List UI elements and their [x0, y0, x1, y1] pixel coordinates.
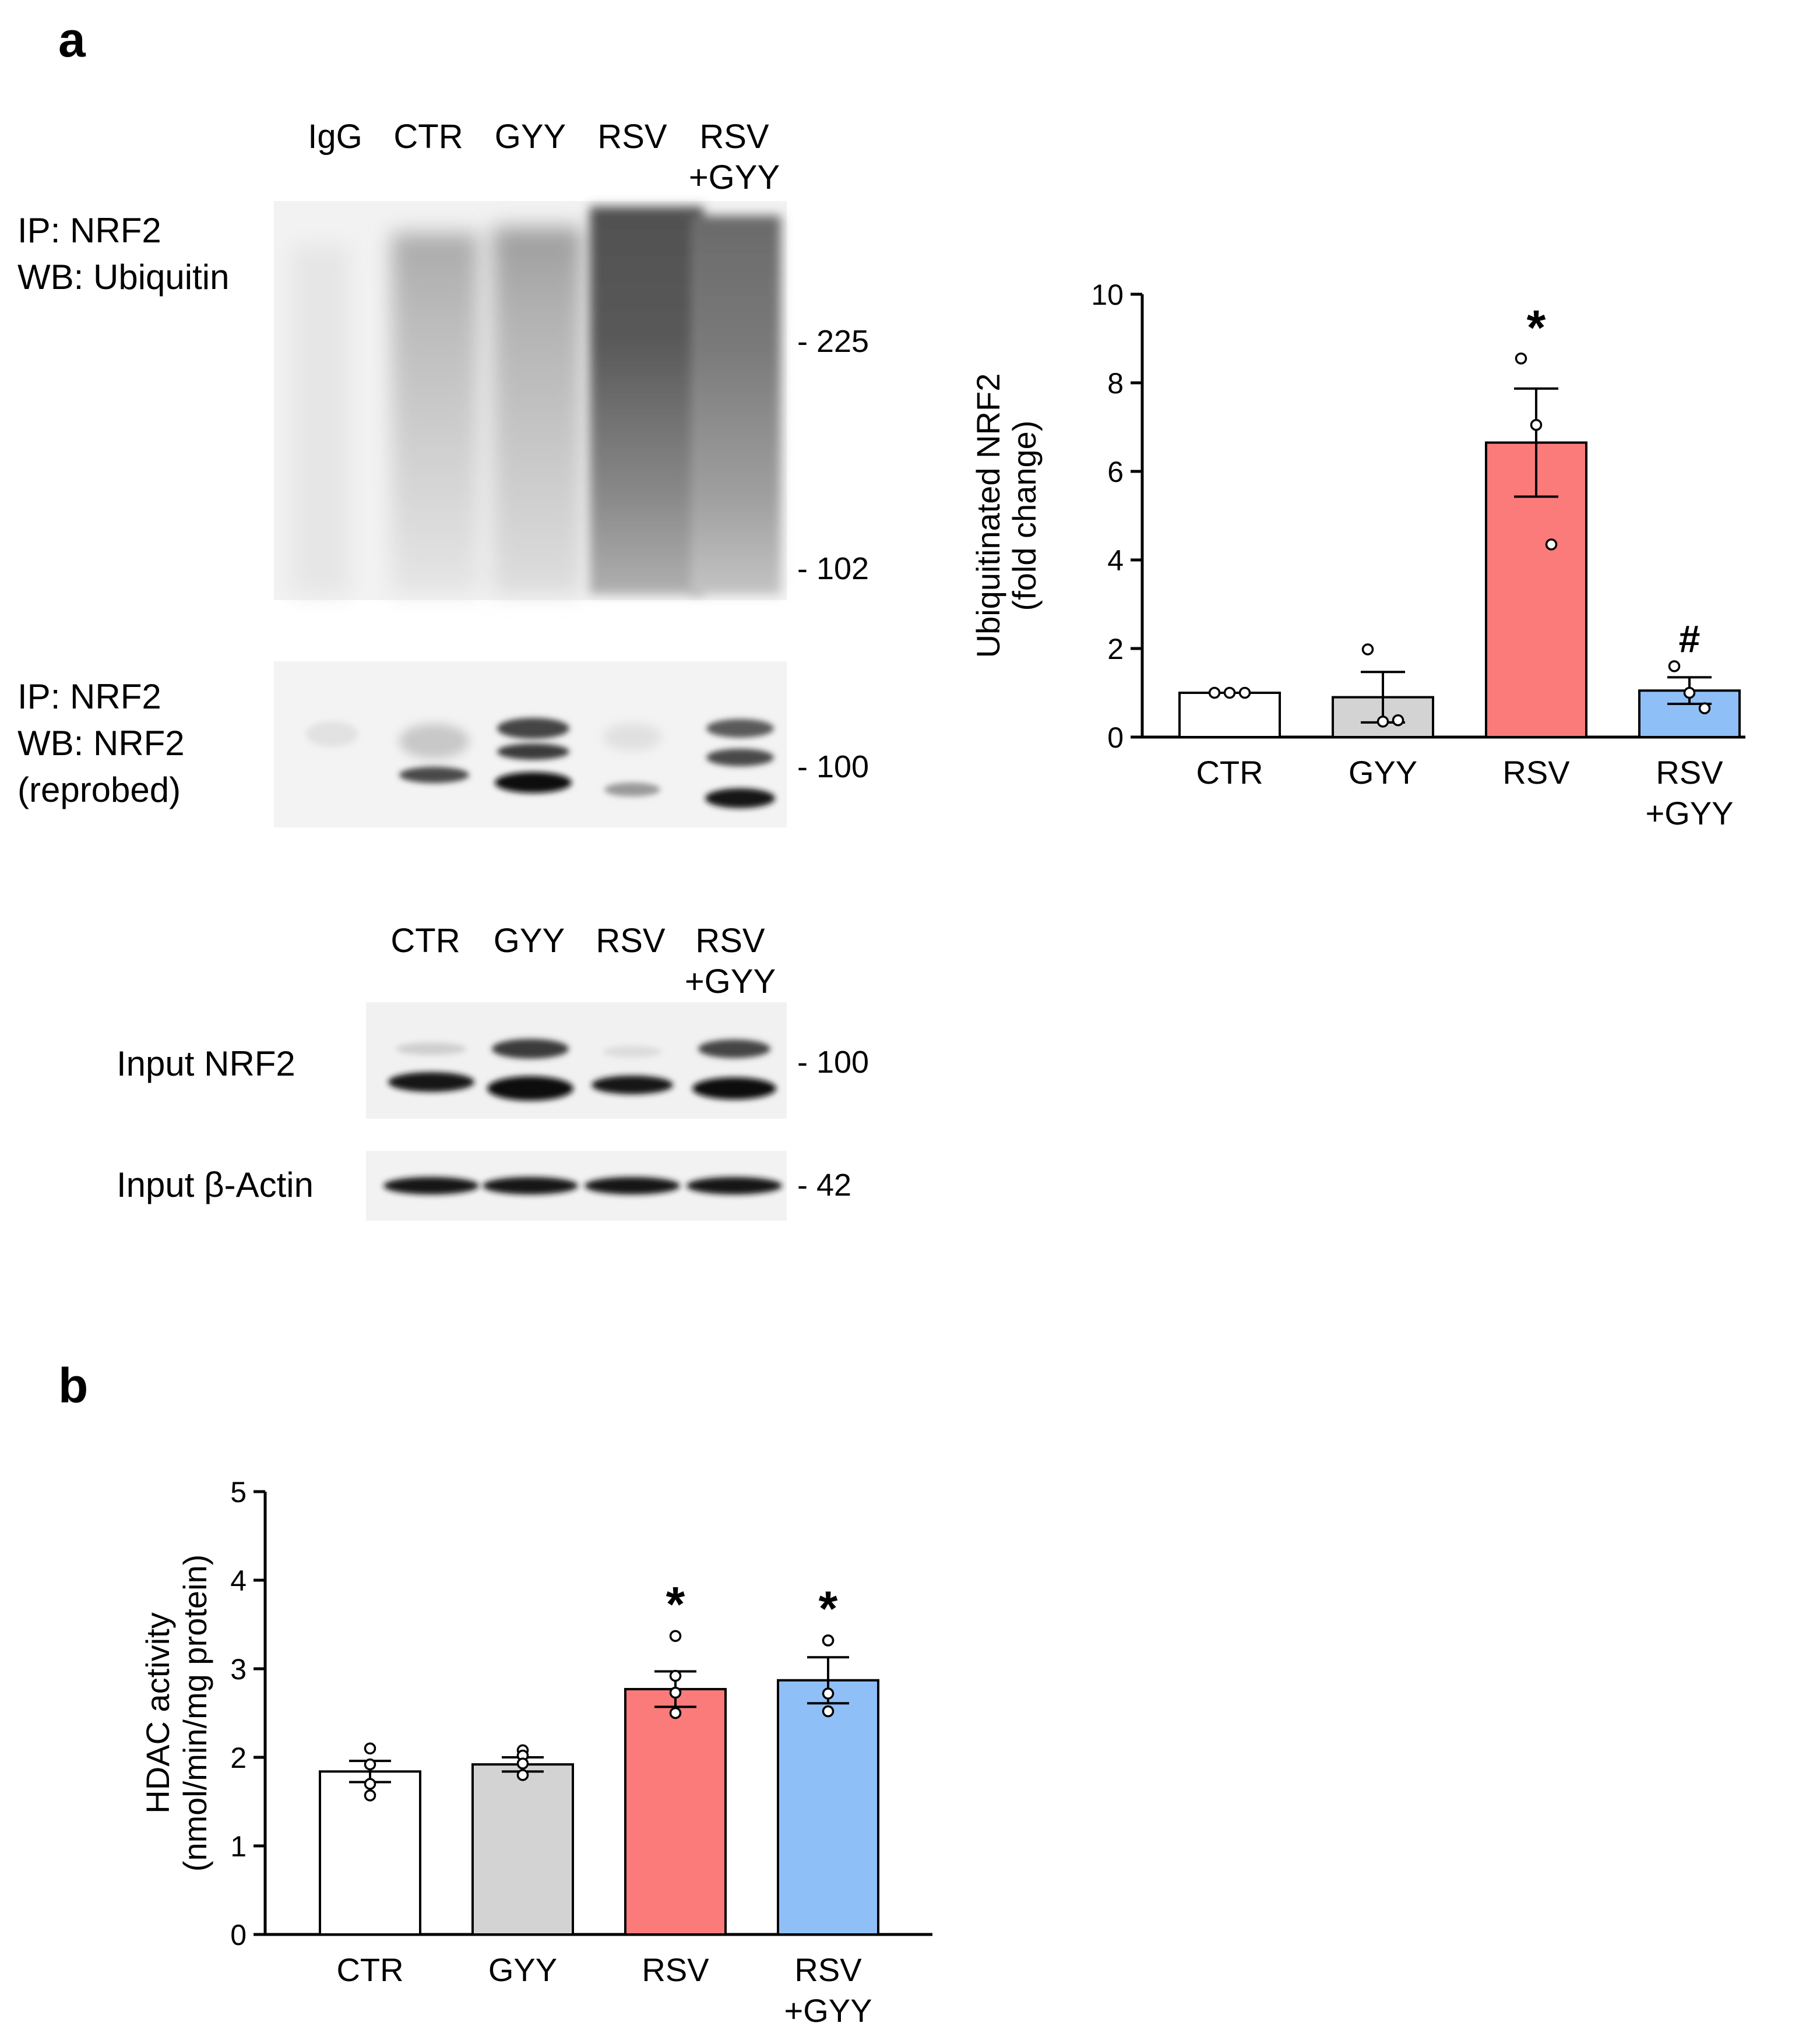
y-axis-label: Ubiquitinated NRF2	[970, 373, 1006, 658]
data-point	[1530, 418, 1543, 431]
x-category-label: GYY	[488, 1951, 557, 1988]
y-tick-label: 10	[1091, 279, 1124, 311]
bar-rsv-gyy	[777, 1679, 879, 1936]
y-tick-label: 3	[230, 1653, 247, 1686]
lane-label-rsv: RSV	[597, 118, 667, 156]
data-point	[364, 1742, 376, 1755]
x-category-label: RSV	[794, 1951, 862, 1988]
x-category-label: RSV	[1502, 754, 1570, 791]
y-tick-label: 2	[1107, 633, 1124, 665]
input-lane-label-rsv-gyy: RSV +GYY	[684, 922, 776, 1000]
significance-marker: *	[666, 1577, 685, 1631]
bar-gyy	[471, 1763, 574, 1936]
significance-marker: *	[819, 1581, 838, 1636]
x-category-label: CTR	[1196, 754, 1263, 791]
blot1-label-wb: WB: Ubiquitin	[17, 258, 230, 297]
data-point	[1668, 660, 1681, 672]
x-category-label: CTR	[336, 1951, 403, 1988]
data-point	[669, 1707, 682, 1719]
data-point	[1683, 686, 1696, 699]
input-actin-label: Input β-Actin	[117, 1165, 314, 1204]
y-tick-label: 0	[230, 1919, 247, 1951]
marker-100-input: - 100	[797, 1045, 869, 1080]
data-point	[1238, 686, 1251, 699]
data-point	[364, 1758, 376, 1771]
significance-marker: #	[1679, 617, 1701, 660]
data-point	[822, 1705, 835, 1718]
y-tick-label: 4	[230, 1564, 247, 1597]
data-point	[1392, 714, 1404, 727]
lane-label-igg: IgG	[308, 118, 362, 156]
marker-102: - 102	[797, 551, 869, 586]
data-point	[822, 1634, 835, 1647]
data-point	[669, 1669, 682, 1682]
x-category-label: +GYY	[784, 1992, 872, 2029]
data-point	[1376, 716, 1389, 728]
data-point	[669, 1630, 682, 1643]
data-point	[364, 1778, 376, 1790]
data-point	[1515, 352, 1527, 365]
data-point	[1208, 686, 1221, 699]
blot-input-nrf2	[366, 1002, 787, 1119]
data-point	[669, 1686, 682, 1699]
panel-a-letter: a	[58, 12, 86, 67]
data-point	[516, 1757, 529, 1770]
x-category-label: RSV	[642, 1951, 709, 1988]
data-point	[1545, 538, 1558, 551]
y-tick-label: 2	[230, 1742, 247, 1774]
blot-nrf2-reprobe	[274, 661, 787, 827]
blot2-label-wb: WB: NRF2	[17, 724, 185, 763]
blot-input-actin	[366, 1151, 787, 1221]
data-point	[1361, 643, 1374, 656]
data-point	[516, 1769, 529, 1781]
input-lane-label-ctr: CTR	[390, 922, 460, 960]
x-category-label: RSV	[1656, 754, 1723, 791]
blot2-label-ip: IP: NRF2	[17, 677, 161, 716]
y-tick-label: 4	[1107, 544, 1124, 577]
y-tick-label: 0	[1107, 721, 1124, 754]
chart-ubiquitinated-nrf2: 0 2 4 6 8 10 Ubiquitinated NRF2 (fold change) CT…	[970, 279, 1745, 831]
y-tick-label: 6	[1107, 456, 1124, 488]
x-category-label: GYY	[1349, 754, 1417, 791]
lane-label-rsv-gyy: RSV +GYY	[688, 118, 780, 196]
lane-label-ctr: CTR	[393, 118, 463, 156]
x-category-label: +GYY	[1646, 795, 1734, 831]
y-axis-label: (nmol/min/mg protein)	[177, 1555, 213, 1872]
data-point	[364, 1789, 376, 1802]
input-lane-label-gyy: GYY	[493, 922, 565, 960]
marker-100-reprobe: - 100	[797, 749, 869, 784]
data-point	[822, 1687, 835, 1700]
blot-ubiquitin	[274, 201, 787, 600]
y-axis-label: (fold change)	[1006, 421, 1043, 611]
significance-marker: *	[1527, 300, 1546, 355]
lane-label-gyy: GYY	[494, 118, 566, 156]
y-tick-label: 5	[230, 1476, 247, 1509]
input-nrf2-label: Input NRF2	[117, 1044, 295, 1083]
y-tick-label: 8	[1107, 367, 1124, 400]
blot1-label-ip: IP: NRF2	[17, 211, 161, 250]
marker-225: - 225	[797, 324, 869, 359]
data-point	[1698, 702, 1711, 714]
chart-hdac-activity: 0 1 2 3 4 5 HDAC activity (nmol/min/mg protein)…	[139, 1476, 932, 2029]
bar-rsv	[624, 1687, 727, 1936]
western-blot-figure	[274, 201, 787, 1221]
panel-b-letter: b	[58, 1358, 89, 1413]
data-point	[1223, 686, 1236, 699]
bar-ctr	[1178, 692, 1281, 738]
y-tick-label: 1	[230, 1830, 247, 1863]
y-axis-label: HDAC activity	[139, 1612, 176, 1813]
blot2-label-reprobed: (reprobed)	[17, 770, 181, 809]
marker-42: - 42	[797, 1168, 852, 1203]
input-lane-label-rsv: RSV	[596, 922, 666, 960]
